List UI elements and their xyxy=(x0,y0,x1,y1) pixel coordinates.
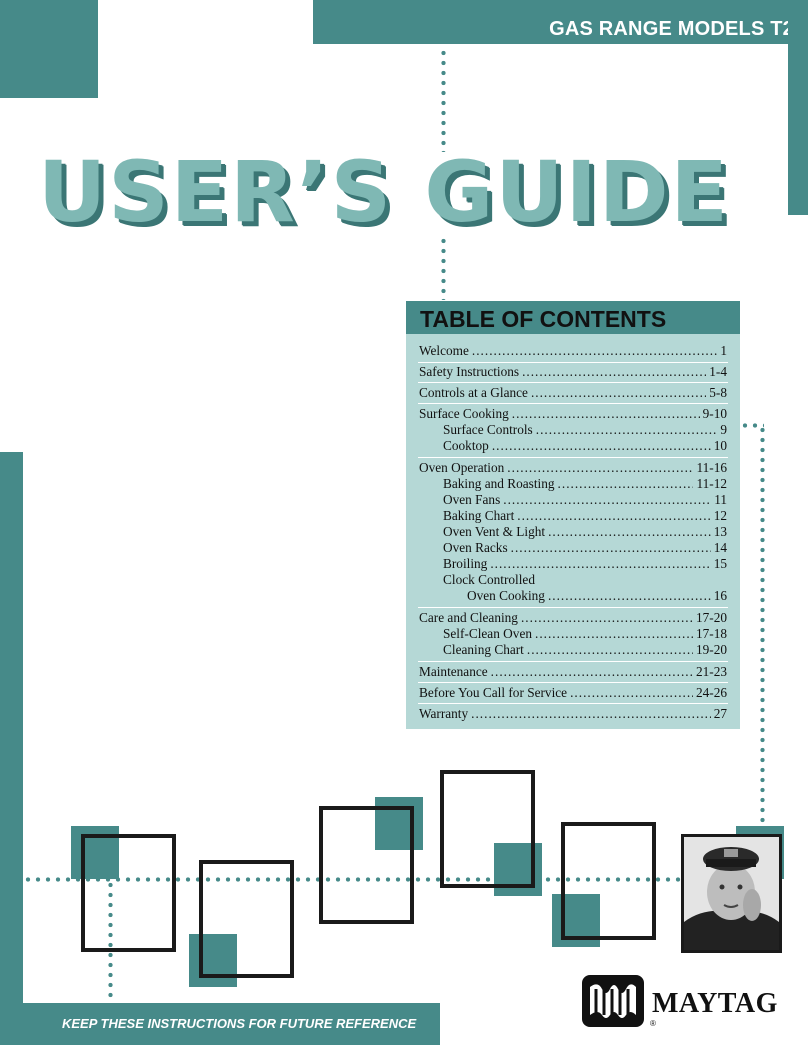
footer-note: KEEP THESE INSTRUCTIONS FOR FUTURE REFER… xyxy=(62,1016,417,1031)
toc-entry: Warranty27 xyxy=(406,706,740,722)
toc-entry: Oven Operation11-16 xyxy=(406,460,740,476)
header-title: GAS RANGE MODELS T2 xyxy=(549,18,794,40)
toc-subentry: Baking and Roasting11-12 xyxy=(406,476,740,492)
left-strip xyxy=(0,452,23,1045)
repairman-photo xyxy=(681,834,782,953)
decor-frame xyxy=(440,770,535,888)
corner-block xyxy=(0,0,98,98)
toc-subentry: Cooktop10 xyxy=(406,438,740,454)
maytag-logo-text: MAYTAG xyxy=(652,988,778,1019)
toc-subentry: Cleaning Chart19-20 xyxy=(406,642,740,658)
toc-subentry: Self-Clean Oven17-18 xyxy=(406,626,740,642)
toc-body: Welcome1 Safety Instructions1-4 Controls… xyxy=(406,334,740,729)
decor-frame xyxy=(199,860,294,978)
toc-entry: Controls at a Glance5-8 xyxy=(406,385,740,401)
toc-title: TABLE OF CONTENTS xyxy=(420,306,667,332)
toc-subentry: Oven Fans11 xyxy=(406,492,740,508)
right-strip xyxy=(788,0,808,215)
decor-frame xyxy=(561,822,656,940)
dotted-line xyxy=(740,423,764,428)
decor-square xyxy=(375,797,423,850)
dotted-line xyxy=(760,425,765,830)
registered-mark: ® xyxy=(650,1019,656,1028)
toc-entry: Safety Instructions1-4 xyxy=(406,364,740,380)
toc-entry: Welcome1 xyxy=(406,343,740,359)
toc-subentry: Broiling15 xyxy=(406,556,740,572)
toc-entry: Care and Cleaning17-20 xyxy=(406,610,740,626)
toc-subentry: Oven Racks14 xyxy=(406,540,740,556)
header-bar xyxy=(313,0,808,44)
decor-square xyxy=(189,934,237,987)
toc-entry: Surface Cooking9-10 xyxy=(406,406,740,422)
toc-subentry: Surface Controls9 xyxy=(406,422,740,438)
toc-entry: Before You Call for Service24-26 xyxy=(406,685,740,701)
toc-entry: Maintenance21-23 xyxy=(406,664,740,680)
footer-bar xyxy=(0,1003,440,1045)
dotted-line xyxy=(108,880,113,1002)
maytag-logo-icon xyxy=(582,975,644,1027)
dotted-line xyxy=(441,236,446,300)
decor-frame xyxy=(319,806,414,924)
toc-subentry: Oven Vent & Light13 xyxy=(406,524,740,540)
decor-frame xyxy=(81,834,176,952)
toc-subentry: Clock Controlled xyxy=(443,572,535,587)
page-title: USER’S GUIDE xyxy=(38,143,730,241)
dotted-line xyxy=(23,877,683,882)
toc-subentry: Baking Chart12 xyxy=(406,508,740,524)
toc-subentry: Oven Cooking16 xyxy=(406,588,740,604)
dotted-line xyxy=(441,48,446,152)
toc-header: TABLE OF CONTENTS xyxy=(406,301,740,334)
